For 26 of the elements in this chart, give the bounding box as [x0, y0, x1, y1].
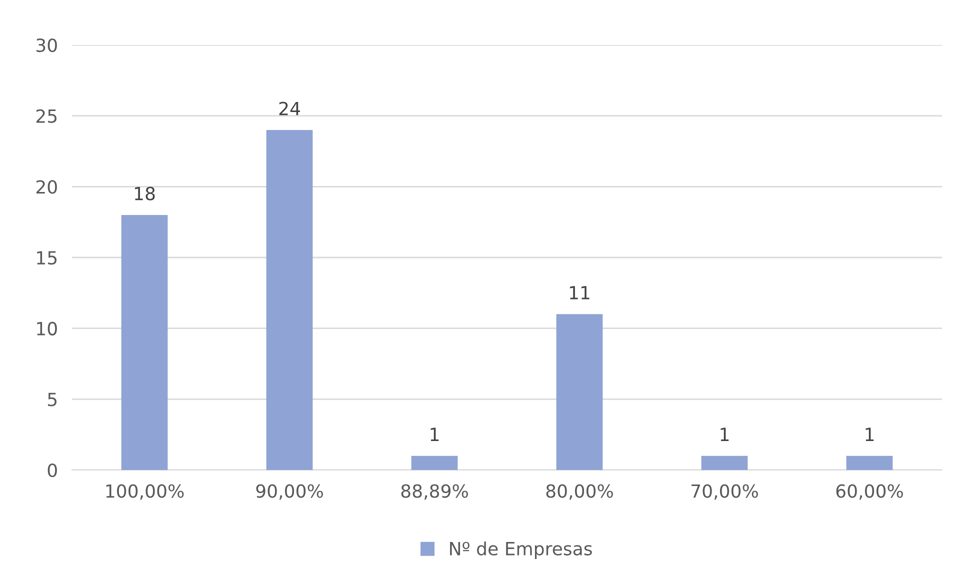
bar	[266, 130, 313, 470]
y-tick-label: 15	[37, 251, 57, 265]
bar	[556, 314, 603, 470]
data-label: 24	[279, 102, 300, 116]
y-tick-label: 10	[37, 322, 57, 336]
x-tick-label: 70,00%	[692, 484, 758, 500]
data-label: 18	[134, 186, 155, 200]
x-tick-label: 80,00%	[546, 484, 613, 500]
bar	[846, 456, 893, 470]
y-tick-label: 30	[36, 38, 57, 52]
bar	[121, 215, 168, 470]
x-tick-label: 90,00%	[256, 484, 323, 500]
y-tick-label: 25	[36, 109, 57, 123]
x-tick-label: 88,89%	[401, 484, 468, 500]
bar	[701, 456, 748, 470]
data-label: 1	[720, 428, 729, 441]
legend-label: Nº de Empresas	[450, 542, 592, 559]
y-tick-label: 20	[36, 180, 57, 194]
x-tick-label: 60,00%	[836, 484, 903, 500]
y-tick-label: 0	[48, 463, 57, 478]
data-label: 1	[430, 428, 439, 441]
data-label: 11	[570, 286, 590, 300]
x-tick-label: 100,00%	[106, 484, 184, 500]
data-label: 1	[866, 428, 874, 441]
bar	[411, 456, 458, 470]
y-tick-label: 5	[48, 392, 57, 406]
